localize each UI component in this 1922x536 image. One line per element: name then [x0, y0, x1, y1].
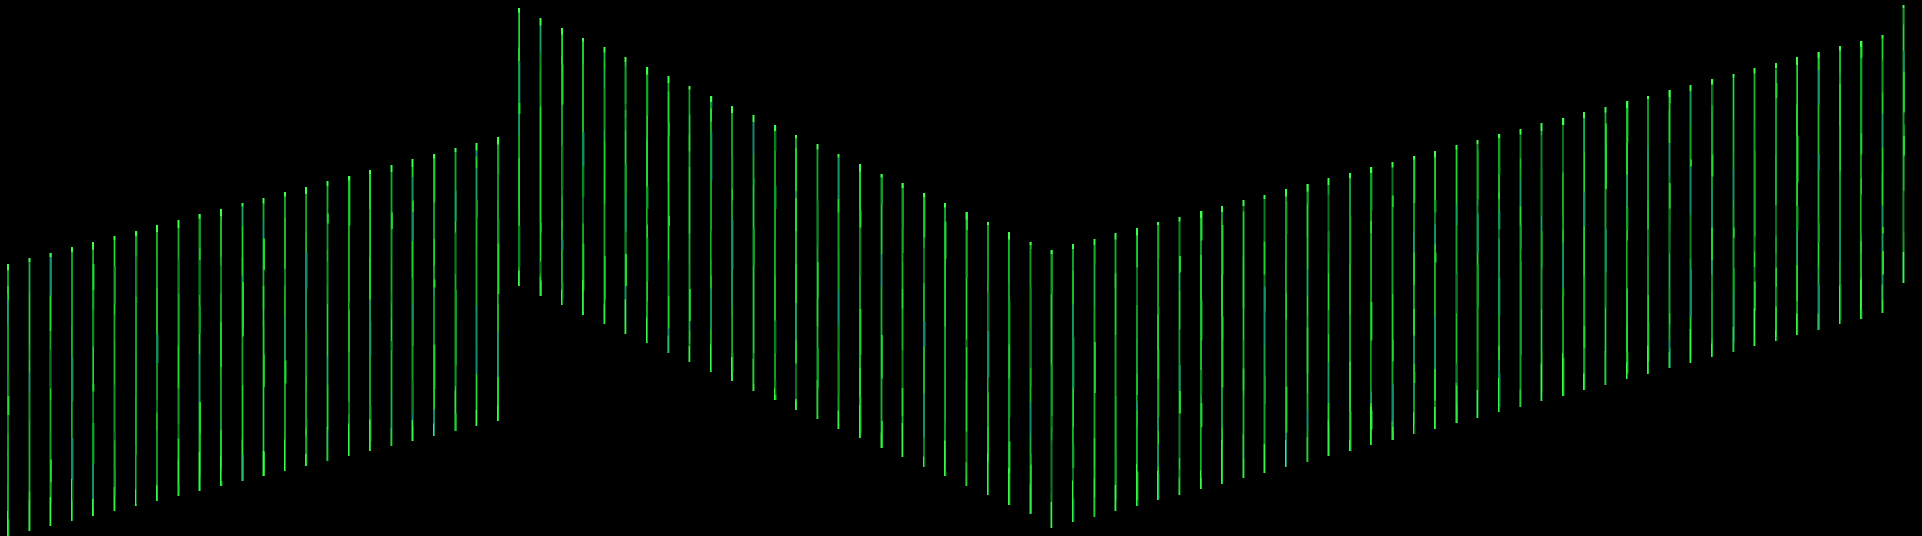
waveform-bar [177, 220, 180, 496]
waveform-bar [1370, 167, 1373, 445]
waveform-bar [92, 242, 95, 516]
waveform-bar [1199, 211, 1203, 489]
waveform-bar [986, 222, 990, 495]
waveform-bar [1774, 63, 1778, 341]
waveform-bar [1860, 41, 1863, 319]
waveform-bar [624, 57, 628, 334]
waveform-bar [1114, 233, 1118, 511]
waveform-bar [560, 28, 564, 305]
waveform-bar [283, 192, 287, 471]
waveform-bar [347, 176, 351, 456]
waveform-bar [1263, 195, 1267, 473]
waveform-bar [49, 253, 53, 526]
waveform-bar [965, 212, 968, 486]
waveform-bar [1498, 134, 1501, 412]
waveform-bar [156, 225, 159, 501]
waveform-bar [603, 47, 606, 324]
waveform-bar [369, 170, 372, 451]
waveform-bar [1476, 140, 1480, 418]
waveform-bar [1540, 123, 1544, 401]
waveform-bar [922, 193, 926, 467]
waveform-bar [113, 236, 116, 511]
waveform-bar [1072, 244, 1075, 522]
waveform-bar [837, 154, 841, 429]
waveform-bar [28, 258, 31, 531]
waveform-bar [709, 96, 713, 372]
waveform-bar [731, 106, 734, 381]
waveform-bar [1093, 239, 1096, 517]
waveform-bar [1796, 57, 1799, 335]
waveform-bar [1455, 145, 1458, 423]
waveform-bar [773, 125, 777, 400]
waveform-bar [1285, 189, 1288, 467]
waveform-bar [241, 203, 244, 481]
waveform-bar [1050, 250, 1054, 528]
waveform-bar [752, 115, 755, 391]
waveform-bar [1029, 242, 1032, 514]
waveform-bar [795, 135, 798, 410]
waveform-bar [518, 8, 521, 286]
waveform-bar [1434, 151, 1437, 429]
waveform-bar [1881, 35, 1884, 313]
waveform-bar [1242, 200, 1245, 478]
waveform-bar [134, 231, 138, 506]
waveform-bar [1732, 74, 1735, 352]
waveform-bar [880, 174, 883, 448]
waveform-bar [326, 181, 329, 461]
waveform-bar [411, 159, 415, 441]
waveform-bar [1008, 232, 1011, 505]
waveform-bar [1221, 206, 1224, 484]
waveform-bar [816, 144, 819, 419]
waveform-bar [7, 264, 10, 536]
waveform-bar [646, 67, 649, 343]
waveform-bar [1668, 90, 1671, 368]
waveform-bar [667, 76, 670, 353]
waveform-bar [262, 198, 266, 476]
waveform-bar [475, 143, 479, 426]
waveform-bar [390, 165, 393, 446]
waveform-bar [1157, 222, 1160, 500]
waveform-bar [1583, 112, 1586, 390]
waveform-bar [1604, 107, 1607, 385]
waveform-bar [539, 18, 542, 296]
waveform-bar [901, 183, 905, 457]
waveform-bar [454, 148, 457, 431]
waveform-bar [1306, 184, 1309, 462]
waveform-bar [1817, 52, 1820, 330]
waveform-bar-group [7, 5, 1906, 536]
waveform-bar [582, 38, 585, 315]
waveform-bar [496, 137, 500, 421]
waveform-bar [859, 164, 862, 438]
waveform-bar [1327, 178, 1331, 456]
waveform-bar [1689, 85, 1693, 363]
waveform-bar [1178, 217, 1181, 495]
waveform-bar [1902, 5, 1906, 283]
waveform-bar [198, 214, 202, 491]
waveform-bar [1647, 96, 1650, 374]
waveform-bar [1519, 129, 1522, 407]
waveform-bar [305, 187, 308, 466]
waveform-bar [944, 203, 947, 476]
waveform-bar [1561, 118, 1565, 396]
waveform-bar [1711, 79, 1714, 357]
waveform-bar [1625, 101, 1629, 379]
waveform-bar [1753, 68, 1757, 346]
waveform-bar [70, 247, 74, 521]
waveform-bar [688, 86, 692, 362]
waveform-bar [1391, 162, 1394, 440]
waveform-bar [220, 209, 223, 486]
waveform-bar [1412, 156, 1416, 434]
waveform-bar [1348, 173, 1352, 451]
waveform-bar [433, 154, 436, 436]
waveform-bar [1135, 228, 1139, 506]
waveform-bar [1838, 46, 1842, 324]
